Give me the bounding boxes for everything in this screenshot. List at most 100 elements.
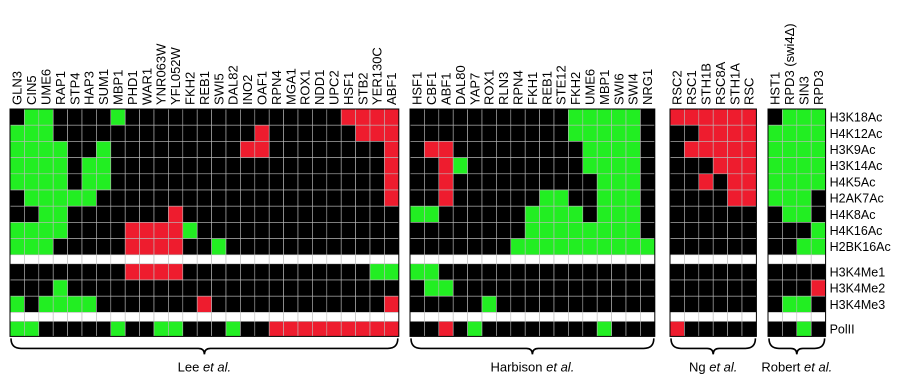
heatmap-cell (312, 173, 328, 191)
heatmap-cell (182, 124, 198, 142)
heatmap-cell (452, 157, 468, 175)
heatmap-cell (384, 263, 400, 281)
heatmap-cell (124, 157, 140, 175)
heatmap-cell (712, 141, 728, 158)
heatmap-cell (24, 321, 40, 337)
heatmap-cell (326, 124, 342, 142)
heatmap-cell (312, 263, 328, 281)
column-label-fkh2: FKH2 (568, 72, 583, 105)
heatmap-cell (297, 189, 313, 207)
heatmap-cell (741, 141, 757, 158)
heatmap-cell (196, 124, 212, 142)
heatmap-cell (625, 238, 641, 256)
heatmap-cell (182, 263, 198, 281)
heatmap-cell (640, 321, 656, 337)
heatmap-cell (727, 321, 743, 337)
heatmap-cell (409, 108, 425, 126)
heatmap-cell (582, 295, 598, 313)
heatmap-cell (727, 263, 743, 281)
heatmap-cell (38, 222, 54, 239)
heatmap-cell (582, 108, 598, 126)
heatmap-cell (182, 108, 198, 126)
heatmap-cell (355, 173, 371, 191)
row-label-h4k8ac: H4K8Ac (830, 208, 876, 222)
heatmap-cell (196, 238, 212, 256)
heatmap-cell (24, 205, 40, 223)
heatmap-cell (510, 279, 526, 297)
heatmap-cell (741, 263, 757, 281)
heatmap-cell (355, 279, 371, 297)
heatmap-cell (211, 108, 227, 126)
heatmap-cell (582, 157, 598, 175)
heatmap-cell (153, 295, 169, 313)
heatmap-cell (438, 312, 454, 322)
heatmap-cell (438, 189, 454, 207)
heatmap-cell (767, 189, 783, 207)
heatmap-cell (355, 312, 371, 322)
heatmap-cell (568, 238, 584, 256)
heatmap-cell (297, 321, 313, 337)
heatmap-cell (481, 222, 497, 239)
heatmap-cell (24, 157, 40, 175)
heatmap-cell (211, 205, 227, 223)
heatmap-cell (369, 108, 385, 126)
column-label-dal82: DAL82 (226, 65, 241, 105)
column-label-mbp1: MBP1 (111, 70, 126, 105)
heatmap-cell (340, 189, 356, 207)
heatmap-cell (782, 321, 798, 337)
heatmap-cell (196, 173, 212, 191)
heatmap-cell (438, 279, 454, 297)
heatmap-cell (369, 157, 385, 175)
heatmap-cell (698, 295, 714, 313)
heatmap-cell (698, 108, 714, 126)
heatmap-cell (424, 222, 440, 239)
heatmap-cell (225, 279, 241, 297)
heatmap-cell (409, 124, 425, 142)
heatmap-cell (124, 108, 140, 126)
heatmap-cell (153, 108, 169, 126)
heatmap-cell (196, 222, 212, 239)
heatmap-cell (225, 238, 241, 256)
heatmap-cell (225, 205, 241, 223)
column-label-ino2: INO2 (240, 75, 255, 105)
heatmap-cell (52, 157, 68, 175)
heatmap-cell (24, 263, 40, 281)
heatmap-cell (384, 222, 400, 239)
heatmap-cell (110, 312, 126, 322)
heatmap-cell (539, 279, 555, 297)
heatmap-cell (640, 205, 656, 223)
heatmap-cell (38, 205, 54, 223)
heatmap-cell (596, 157, 612, 175)
heatmap-cell (496, 157, 512, 175)
heatmap-cell (712, 108, 728, 126)
heatmap-cell (24, 222, 40, 239)
heatmap-cell (582, 205, 598, 223)
group-label-lee: Lee et al. (178, 359, 232, 374)
heatmap-cell (52, 173, 68, 191)
heatmap-cell (153, 141, 169, 158)
heatmap-cell (52, 124, 68, 142)
heatmap-cell (481, 295, 497, 313)
heatmap-cell (124, 254, 140, 265)
heatmap-cell (409, 279, 425, 297)
row-label-h3k9ac: H3K9Ac (830, 143, 876, 157)
heatmap-cell (611, 205, 627, 223)
heatmap-cell (81, 189, 97, 207)
heatmap-cell (481, 157, 497, 175)
heatmap-cell (67, 279, 83, 297)
heatmap-cell (297, 295, 313, 313)
heatmap-cell (225, 321, 241, 337)
heatmap-cell (340, 238, 356, 256)
heatmap-cell (582, 312, 598, 322)
heatmap-cell (81, 295, 97, 313)
heatmap-cell (611, 157, 627, 175)
heatmap-cell (326, 238, 342, 256)
column-label-mga1: MGA1 (283, 68, 298, 105)
heatmap-cell (539, 173, 555, 191)
heatmap-cell (767, 173, 783, 191)
heatmap-cell (669, 173, 685, 191)
heatmap-cell (9, 173, 25, 191)
heatmap-cell (340, 205, 356, 223)
row-label-h2bk16ac: H2BK16Ac (830, 240, 891, 254)
heatmap-cell (326, 254, 342, 265)
